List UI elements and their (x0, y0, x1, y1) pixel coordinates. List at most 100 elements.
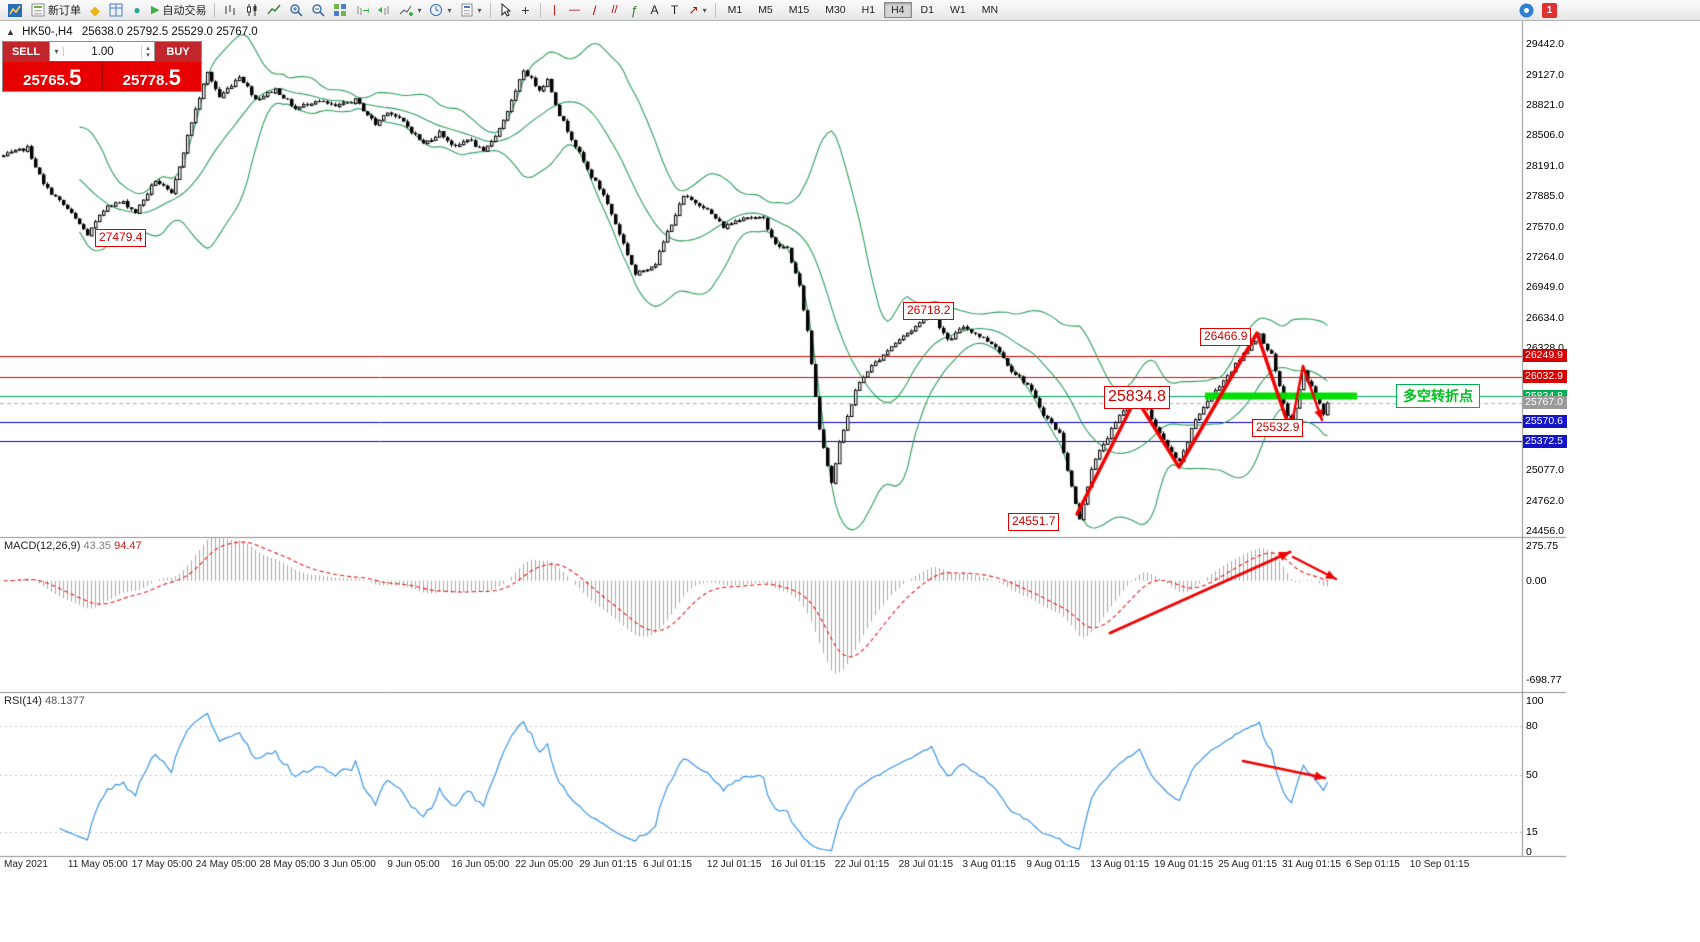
bar-chart-icon[interactable] (219, 1, 241, 19)
ohlc-values: 25638.0 25792.5 25529.0 25767.0 (81, 26, 258, 38)
timeframe-m30-button[interactable]: M30 (825, 4, 846, 16)
rsi-axis-tick: 0 (1526, 846, 1532, 858)
vertical-line-icon: | (553, 3, 556, 16)
one-click-collapse-icon[interactable]: ▲ (6, 27, 15, 37)
time-axis-label: 9 Aug 01:15 (1026, 859, 1080, 870)
buy-price[interactable]: 25778. 5 (103, 62, 202, 91)
volume-value[interactable]: 1.00 (91, 45, 114, 58)
dropdown-caret-icon[interactable]: ▾ (477, 5, 482, 15)
terminal-logo-icon (3, 1, 27, 19)
sell-price-big-digit: 5 (69, 65, 82, 90)
indicators-icon[interactable]: ▾ (395, 1, 425, 19)
channel-tool[interactable]: // (605, 1, 625, 19)
rsi-label: RSI(14) 48.1377 (4, 695, 85, 707)
price-annotation[interactable]: 26466.9 (1200, 328, 1252, 346)
dropdown-caret-icon[interactable]: ▾ (417, 5, 422, 15)
cursor-icon[interactable] (495, 1, 516, 19)
toolbar-separator (489, 2, 491, 18)
timeframe-m5-button[interactable]: M5 (758, 4, 773, 16)
price-axis-tick: 24762.0 (1526, 494, 1564, 507)
text-tool[interactable]: A (645, 1, 665, 19)
time-axis-label: 9 Jun 05:00 (387, 859, 440, 870)
one-click-trading-panel: SELL ▾ 1.00 ▴ ▾ BUY 25765. 5 25778. 5 (2, 41, 202, 92)
new-order-button[interactable]: 新订单 (27, 1, 85, 19)
tile-windows-icon[interactable] (329, 1, 351, 19)
sell-price-main: 25765. (23, 72, 70, 89)
volume-field[interactable]: ▾ 1.00 ▴ ▾ (49, 42, 155, 61)
timeframe-h4-button[interactable]: H4 (884, 2, 912, 18)
dropdown-caret-icon[interactable]: ▾ (702, 5, 707, 15)
price-axis-tick: 27885.0 (1526, 190, 1564, 203)
macd-axis-tick: -698.77 (1526, 674, 1562, 687)
notifications-badge[interactable]: 1 (1542, 2, 1557, 18)
macd-main-value: 43.35 (83, 540, 112, 552)
candlestick-chart-icon[interactable] (241, 1, 263, 19)
buy-button[interactable]: BUY (155, 42, 201, 61)
metaeditor-icon[interactable]: ◆ (85, 1, 105, 19)
toolbar-separator (539, 2, 541, 18)
templates-icon[interactable]: ▾ (456, 1, 486, 19)
spinner-down-icon[interactable]: ▾ (146, 51, 150, 59)
price-annotation[interactable]: 25834.8 (1104, 386, 1170, 409)
rsi-axis-tick: 15 (1526, 825, 1538, 838)
channel-icon: // (611, 3, 618, 16)
horizontal-line-tool[interactable]: — (565, 1, 585, 19)
price-annotation[interactable]: 24551.7 (1008, 513, 1060, 531)
line-chart-icon[interactable] (263, 1, 285, 19)
price-axis-tick: 28191.0 (1526, 160, 1564, 173)
periods-icon[interactable]: ▾ (425, 1, 455, 19)
fibonacci-tool[interactable]: ƒ (625, 1, 645, 19)
trendline-icon: / (592, 2, 597, 18)
timeframe-w1-button[interactable]: W1 (949, 4, 966, 16)
rsi-value: 48.1377 (44, 695, 85, 707)
macd-label: MACD(12,26,9) 43.35 94.47 (4, 540, 142, 552)
toolbar-separator (714, 2, 716, 18)
volume-dropdown-icon[interactable]: ▾ (50, 47, 64, 56)
fibonacci-icon: ƒ (630, 2, 639, 18)
plus-glyph: + (521, 1, 530, 18)
price-axis-tag: 25570.6 (1523, 415, 1567, 429)
timeframe-mn-button[interactable]: MN (981, 4, 999, 16)
zoom-in-icon[interactable] (285, 1, 307, 19)
macd-name: MACD(12,26,9) (4, 540, 81, 552)
navigator-icon[interactable]: ● (127, 1, 147, 19)
time-axis-label: 22 Jul 01:15 (834, 859, 890, 870)
time-axis-label: 6 Sep 01:15 (1345, 859, 1400, 870)
time-axis-label: 28 May 05:00 (259, 859, 321, 870)
auto-scroll-icon[interactable] (351, 1, 373, 19)
sell-price[interactable]: 25765. 5 (3, 62, 103, 91)
vertical-line-tool[interactable]: | (545, 1, 565, 19)
zoom-out-icon[interactable] (307, 1, 329, 19)
symbol-timeframe-label: HK50-,H4 (22, 26, 73, 38)
price-axis-tick: 28821.0 (1526, 98, 1564, 111)
sell-button[interactable]: SELL (3, 42, 49, 61)
auto-trading-label: 自动交易 (162, 5, 207, 17)
time-axis-label: 28 Jul 01:15 (898, 859, 954, 870)
volume-spinner[interactable]: ▴ ▾ (141, 44, 154, 59)
price-annotation[interactable]: 26718.2 (903, 302, 955, 320)
timeframe-m15-button[interactable]: M15 (788, 4, 810, 16)
price-axis-tag: 25372.5 (1523, 434, 1567, 448)
dropdown-caret-icon[interactable]: ▾ (447, 5, 452, 15)
chart-shift-icon[interactable] (373, 1, 395, 19)
trendline-tool[interactable]: / (585, 1, 605, 19)
price-annotation[interactable]: 27479.4 (95, 229, 147, 247)
crosshair-icon[interactable]: + (516, 1, 536, 19)
text-label-tool[interactable]: T (665, 1, 685, 19)
price-axis-tick: 27570.0 (1526, 220, 1564, 233)
timeframe-d1-button[interactable]: D1 (920, 4, 934, 16)
timeframe-m1-button[interactable]: M1 (727, 4, 743, 16)
timeframe-h1-button[interactable]: H1 (861, 4, 876, 16)
spinner-up-icon[interactable]: ▴ (146, 44, 150, 52)
turning-point-label[interactable]: 多空转折点 (1396, 384, 1480, 408)
arrows-tool[interactable]: ↗ ▾ (685, 1, 711, 19)
auto-trading-button[interactable]: ▶ 自动交易 (147, 1, 210, 19)
community-icon[interactable] (1515, 1, 1538, 19)
price-axis-tick: 25077.0 (1526, 463, 1564, 476)
price-annotation[interactable]: 25532.9 (1252, 419, 1304, 437)
price-axis-tick: 27264.0 (1526, 250, 1564, 263)
time-axis-label: 13 Aug 01:15 (1090, 859, 1150, 870)
market-watch-icon[interactable] (105, 1, 127, 19)
time-axis-label: 16 Jul 01:15 (770, 859, 826, 870)
